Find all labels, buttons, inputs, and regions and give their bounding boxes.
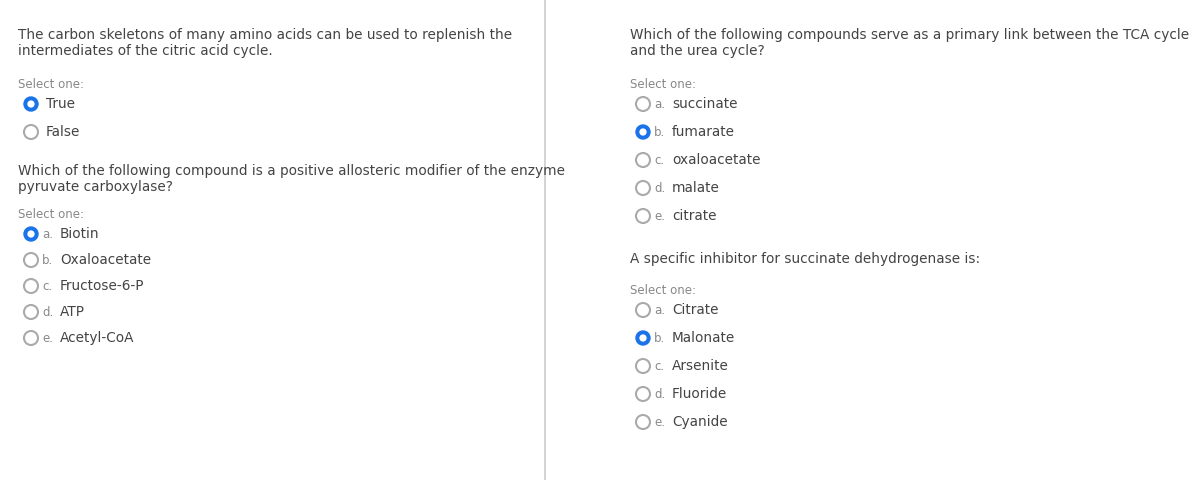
- Circle shape: [28, 231, 34, 237]
- Text: b.: b.: [654, 332, 665, 345]
- Text: A specific inhibitor for succinate dehydrogenase is:: A specific inhibitor for succinate dehyd…: [630, 252, 980, 266]
- Circle shape: [24, 227, 38, 241]
- Text: a.: a.: [654, 97, 665, 110]
- Text: Select one:: Select one:: [18, 78, 84, 91]
- Text: False: False: [46, 125, 80, 139]
- Text: Oxaloacetate: Oxaloacetate: [60, 253, 151, 267]
- Circle shape: [640, 129, 646, 135]
- Text: fumarate: fumarate: [672, 125, 734, 139]
- Text: Fluoride: Fluoride: [672, 387, 727, 401]
- Text: Acetyl-CoA: Acetyl-CoA: [60, 331, 134, 345]
- Circle shape: [28, 101, 34, 107]
- Text: d.: d.: [42, 305, 53, 319]
- Text: The carbon skeletons of many amino acids can be used to replenish the
intermedia: The carbon skeletons of many amino acids…: [18, 28, 512, 58]
- Circle shape: [640, 335, 646, 341]
- Text: oxaloacetate: oxaloacetate: [672, 153, 761, 167]
- Text: Biotin: Biotin: [60, 227, 100, 241]
- Text: Cyanide: Cyanide: [672, 415, 727, 429]
- Text: Select one:: Select one:: [630, 284, 696, 297]
- Circle shape: [636, 125, 650, 139]
- Text: c.: c.: [654, 360, 664, 372]
- Text: b.: b.: [42, 253, 53, 266]
- Circle shape: [636, 331, 650, 345]
- Text: Malonate: Malonate: [672, 331, 736, 345]
- Text: e.: e.: [654, 416, 665, 429]
- Text: succinate: succinate: [672, 97, 738, 111]
- Text: d.: d.: [654, 387, 665, 400]
- Text: c.: c.: [654, 154, 664, 167]
- Text: citrate: citrate: [672, 209, 716, 223]
- Text: Which of the following compound is a positive allosteric modifier of the enzyme
: Which of the following compound is a pos…: [18, 164, 565, 194]
- Text: Citrate: Citrate: [672, 303, 719, 317]
- Text: Which of the following compounds serve as a primary link between the TCA cycle
a: Which of the following compounds serve a…: [630, 28, 1189, 58]
- Text: d.: d.: [654, 181, 665, 194]
- Text: a.: a.: [654, 303, 665, 316]
- Text: Select one:: Select one:: [18, 208, 84, 221]
- Text: e.: e.: [42, 332, 53, 345]
- Text: malate: malate: [672, 181, 720, 195]
- Text: e.: e.: [654, 209, 665, 223]
- Text: b.: b.: [654, 125, 665, 139]
- Text: Fructose-6-P: Fructose-6-P: [60, 279, 144, 293]
- Text: ATP: ATP: [60, 305, 85, 319]
- Circle shape: [24, 97, 38, 111]
- Text: Arsenite: Arsenite: [672, 359, 728, 373]
- Text: True: True: [46, 97, 74, 111]
- Text: a.: a.: [42, 228, 53, 240]
- Text: Select one:: Select one:: [630, 78, 696, 91]
- Text: c.: c.: [42, 279, 52, 292]
